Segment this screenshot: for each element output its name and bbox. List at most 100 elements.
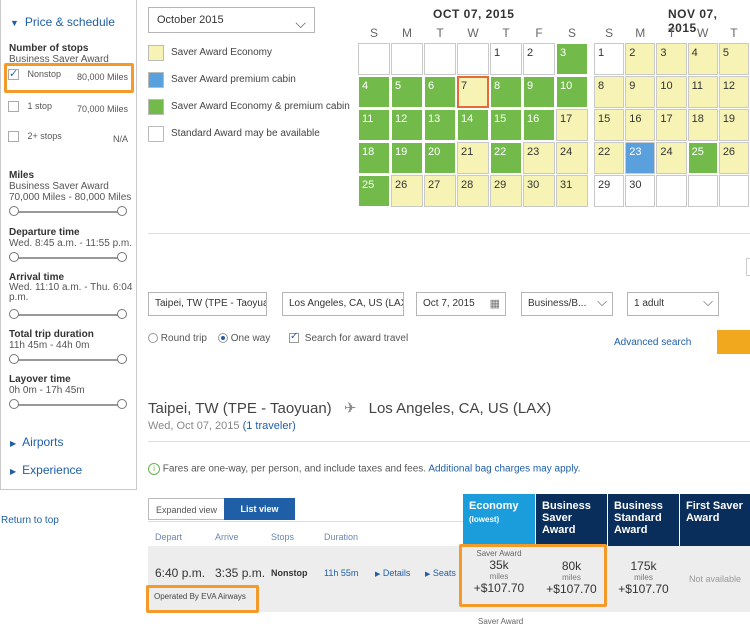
award-travel-option[interactable]: Search for award travel <box>289 331 408 344</box>
calendar-day[interactable]: 22 <box>594 142 625 174</box>
calendar-day[interactable]: 27 <box>424 175 456 207</box>
flight-row[interactable] <box>148 546 750 612</box>
calendar-day[interactable]: 16 <box>625 109 656 141</box>
travelers-select[interactable]: 1 adult ⌵ <box>627 292 719 316</box>
departure-slider-track[interactable] <box>14 257 122 259</box>
fare-head-first-saver[interactable]: First Saver Award <box>680 494 750 546</box>
list-view-button[interactable]: List view <box>224 498 295 520</box>
calendar-day[interactable]: 3 <box>656 43 687 75</box>
calendar-day[interactable]: 3 <box>556 43 588 75</box>
travelers-link[interactable]: (1 traveler) <box>242 420 296 432</box>
calendar-day[interactable]: 24 <box>556 142 588 174</box>
calendar-day[interactable]: 29 <box>594 175 625 207</box>
bag-charges-link[interactable]: Additional bag charges may apply. <box>428 463 581 475</box>
calendar-day[interactable]: 7 <box>457 76 489 108</box>
calendar-day[interactable]: 28 <box>457 175 489 207</box>
departure-slider-min-handle[interactable] <box>9 252 19 262</box>
calendar-day[interactable]: 1 <box>490 43 522 75</box>
one-way-radio[interactable] <box>218 333 228 344</box>
calendar-day[interactable]: 15 <box>594 109 625 141</box>
arrival-slider-track[interactable] <box>14 314 122 316</box>
calendar-day[interactable]: 26 <box>718 142 750 174</box>
calendar-day[interactable]: 12 <box>391 109 423 141</box>
calendar-day[interactable]: 30 <box>625 175 656 207</box>
details-link[interactable]: ▶ Details <box>375 568 411 578</box>
expanded-view-button[interactable]: Expanded view <box>148 498 225 520</box>
calendar-day[interactable]: 31 <box>556 175 588 207</box>
calendar-day[interactable]: 11 <box>687 76 718 108</box>
two-stops-checkbox[interactable] <box>8 131 19 143</box>
one-stop-checkbox[interactable] <box>8 101 19 113</box>
month-select[interactable]: October 2015 ⌵ <box>148 7 315 33</box>
departure-slider-max-handle[interactable] <box>117 252 127 262</box>
calendar-day[interactable]: 17 <box>656 109 687 141</box>
fare-head-business-standard[interactable]: Business Standard Award <box>608 494 679 546</box>
calendar-day[interactable]: 23 <box>625 142 656 174</box>
fare-head-economy[interactable]: Economy (lowest) <box>463 494 535 546</box>
calendar-day[interactable]: 17 <box>556 109 588 141</box>
round-trip-radio[interactable] <box>148 333 158 344</box>
calendar-day[interactable]: 19 <box>718 109 750 141</box>
stop-option-2-stops[interactable]: 2+ stops N/A <box>8 131 132 151</box>
calendar-day[interactable]: 2 <box>625 43 656 75</box>
calendar-day[interactable]: 12 <box>718 76 750 108</box>
calendar-day[interactable]: 29 <box>490 175 522 207</box>
duration-slider-max-handle[interactable] <box>117 354 127 364</box>
calendar-day[interactable]: 8 <box>490 76 522 108</box>
calendar-day[interactable]: 10 <box>656 76 687 108</box>
calendar-day[interactable]: 25 <box>358 175 390 207</box>
miles-slider-max-handle[interactable] <box>117 206 127 216</box>
calendar-day[interactable]: 16 <box>523 109 555 141</box>
calendar-day[interactable]: 23 <box>523 142 555 174</box>
airports-toggle[interactable]: ▶ Airports <box>10 435 64 449</box>
duration-slider-min-handle[interactable] <box>9 354 19 364</box>
scroll-handle[interactable] <box>746 258 750 276</box>
calendar-day[interactable]: 4 <box>687 43 718 75</box>
price-schedule-toggle[interactable]: ▼ Price & schedule <box>10 15 115 29</box>
calendar-day[interactable]: 11 <box>358 109 390 141</box>
calendar-day[interactable]: 10 <box>556 76 588 108</box>
miles-slider-track[interactable] <box>14 211 122 213</box>
calendar-day[interactable]: 8 <box>594 76 625 108</box>
return-to-top-link[interactable]: Return to top <box>1 515 59 526</box>
calendar-day[interactable]: 6 <box>424 76 456 108</box>
layover-slider-track[interactable] <box>14 404 122 406</box>
stop-option-1-stop[interactable]: 1 stop 70,000 Miles <box>8 101 132 121</box>
experience-toggle[interactable]: ▶ Experience <box>10 463 83 477</box>
seats-link[interactable]: ▶ Seats <box>425 568 456 578</box>
layover-slider-min-handle[interactable] <box>9 399 19 409</box>
flight-duration[interactable]: 11h 55m <box>324 568 359 578</box>
calendar-day[interactable]: 9 <box>523 76 555 108</box>
duration-slider-track[interactable] <box>14 359 122 361</box>
calendar-day[interactable]: 15 <box>490 109 522 141</box>
calendar-day[interactable]: 14 <box>457 109 489 141</box>
round-trip-option[interactable]: Round trip <box>148 333 207 344</box>
miles-slider-min-handle[interactable] <box>9 206 19 216</box>
date-input[interactable]: Oct 7, 2015 ▦ <box>416 292 506 316</box>
calendar-icon[interactable]: ▦ <box>489 298 500 310</box>
fare-head-business-saver[interactable]: Business Saver Award <box>536 494 607 546</box>
calendar-day[interactable]: 21 <box>457 142 489 174</box>
calendar-day[interactable]: 24 <box>656 142 687 174</box>
layover-slider-max-handle[interactable] <box>117 399 127 409</box>
calendar-day[interactable]: 2 <box>523 43 555 75</box>
stop-option-nonstop[interactable]: Nonstop 80,000 Miles <box>8 67 132 89</box>
calendar-day[interactable]: 5 <box>391 76 423 108</box>
calendar-day[interactable]: 20 <box>424 142 456 174</box>
award-travel-checkbox[interactable] <box>289 331 299 344</box>
cabin-select[interactable]: Business/B... ⌵ <box>521 292 613 316</box>
arrival-slider-max-handle[interactable] <box>117 309 127 319</box>
search-button[interactable] <box>717 330 750 354</box>
calendar-day[interactable]: 26 <box>391 175 423 207</box>
calendar-day[interactable]: 5 <box>718 43 750 75</box>
advanced-search-link[interactable]: Advanced search <box>614 337 692 348</box>
calendar-day[interactable]: 22 <box>490 142 522 174</box>
calendar-day[interactable]: 25 <box>687 142 718 174</box>
origin-input[interactable]: Taipei, TW (TPE - Taoyuan <box>148 292 267 316</box>
nonstop-checkbox[interactable] <box>8 67 19 81</box>
calendar-day[interactable]: 13 <box>424 109 456 141</box>
calendar-day[interactable]: 18 <box>687 109 718 141</box>
one-way-option[interactable]: One way <box>218 333 270 344</box>
calendar-day[interactable]: 4 <box>358 76 390 108</box>
calendar-day[interactable]: 9 <box>625 76 656 108</box>
